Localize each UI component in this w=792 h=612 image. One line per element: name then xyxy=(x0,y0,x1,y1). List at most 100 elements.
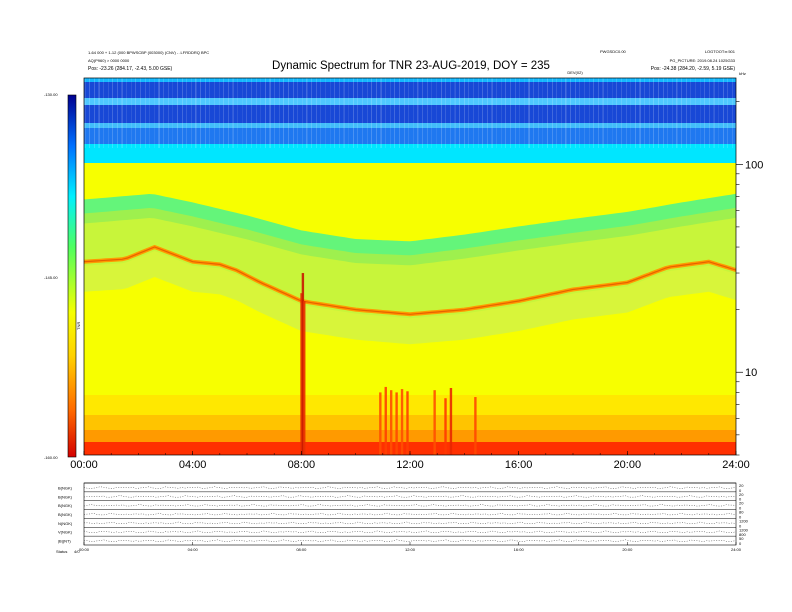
noise-streak xyxy=(681,78,682,148)
noise-streak xyxy=(94,78,95,148)
noise-streak xyxy=(593,78,594,148)
noise-streak xyxy=(283,78,284,148)
noise-streak xyxy=(274,78,275,148)
noise-streak xyxy=(626,78,627,148)
header-right-line-3: PG_PICTURE: 2019.08.24 1025G33 xyxy=(670,58,736,63)
noise-streak xyxy=(306,78,307,148)
corner-unit-label: kHz xyxy=(739,71,746,76)
radio-burst xyxy=(379,392,382,455)
parameter-x-tick-label: 24:00 xyxy=(731,547,742,552)
noise-streak xyxy=(195,78,196,148)
noise-streak xyxy=(362,78,363,148)
noise-streak xyxy=(214,78,215,148)
noise-streak xyxy=(232,78,233,148)
parameter-trace xyxy=(83,512,737,516)
radio-burst xyxy=(395,392,398,455)
noise-streak xyxy=(99,78,100,148)
noise-streak xyxy=(487,78,488,148)
noise-streak xyxy=(371,78,372,148)
parameter-row-tick-top: 50 xyxy=(739,536,744,541)
radio-burst xyxy=(301,273,305,455)
noise-streak xyxy=(529,78,530,148)
parameter-row-tick-top: 20 xyxy=(739,501,744,506)
parameter-row-tick-top: 1200 xyxy=(739,518,749,523)
noise-streak xyxy=(376,78,377,148)
noise-streak xyxy=(686,78,687,148)
noise-streak xyxy=(163,78,164,148)
noise-streak xyxy=(589,78,590,148)
parameter-row-label: V(NGK) xyxy=(58,530,73,535)
colorbar-tick-mid: -145.00 xyxy=(44,275,58,280)
noise-streak xyxy=(630,78,631,148)
noise-streak xyxy=(422,78,423,148)
noise-streak xyxy=(121,78,122,148)
band-red xyxy=(84,442,736,455)
noise-streak xyxy=(237,78,238,148)
noise-streak xyxy=(515,78,516,148)
noise-streak xyxy=(413,78,414,148)
noise-streak xyxy=(135,78,136,148)
noise-streak xyxy=(98,78,99,148)
parameter-x-tick-label: 12:00 xyxy=(405,547,416,552)
band-mid-blue xyxy=(84,128,736,144)
parameter-x-tick-label: 20:00 xyxy=(622,547,633,552)
noise-streak xyxy=(330,78,331,148)
x-tick-label: 04:00 xyxy=(179,459,207,471)
noise-streak xyxy=(505,78,506,148)
noise-streak xyxy=(348,78,349,148)
noise-streak xyxy=(436,78,437,148)
noise-streak xyxy=(704,78,705,148)
parameter-x-tick-label: 16:00 xyxy=(514,547,525,552)
noise-streak xyxy=(667,78,668,148)
noise-streak xyxy=(209,78,210,148)
noise-streak xyxy=(270,78,271,148)
noise-streak xyxy=(381,78,382,148)
header-right-line-1: PWGSDC0.00 xyxy=(600,49,627,54)
noise-streak xyxy=(399,78,400,148)
noise-streak xyxy=(621,78,622,148)
noise-streak xyxy=(695,78,696,148)
noise-streak xyxy=(223,78,224,148)
noise-streak xyxy=(168,78,169,148)
noise-streak xyxy=(644,78,645,148)
radio-burst xyxy=(384,386,387,455)
noise-streak xyxy=(417,78,418,148)
noise-streak xyxy=(478,78,479,148)
noise-streak xyxy=(565,78,566,148)
noise-streak xyxy=(473,78,474,148)
radio-burst xyxy=(449,387,453,455)
noise-streak xyxy=(441,78,442,148)
parameter-row-tick-top: 20 xyxy=(739,492,744,497)
noise-streak xyxy=(288,78,289,148)
noise-streak xyxy=(353,78,354,148)
noise-streak xyxy=(117,78,118,148)
parameter-row-tick-bottom: 0 xyxy=(739,488,742,493)
noise-streak xyxy=(251,78,252,148)
x-tick-label: 16:00 xyxy=(505,459,533,471)
spectrogram-x-axis: 00:00 04:00 08:00 12:00 16:00 20:00 24:00 xyxy=(70,451,750,471)
noise-streak xyxy=(404,78,405,148)
noise-streak xyxy=(260,78,261,148)
radio-burst xyxy=(400,389,404,455)
noise-streak xyxy=(89,78,90,148)
y-tick-label: 10 xyxy=(745,367,757,379)
parameter-trace xyxy=(83,539,737,542)
noise-streak xyxy=(482,78,483,148)
noise-streak xyxy=(380,78,381,148)
band-dark-blue-1 xyxy=(84,82,736,98)
parameter-row-tick-top: 80 xyxy=(739,510,744,515)
noise-streak xyxy=(612,78,613,148)
noise-streak xyxy=(293,78,294,148)
parameter-row-label: N(NGK) xyxy=(58,521,73,526)
parameter-row-tick-top: 1200 xyxy=(739,527,749,532)
spectrogram-y-axis: 100 10 xyxy=(736,101,763,456)
noise-streak xyxy=(676,78,677,148)
header-center-small: DEV(02) xyxy=(567,70,583,75)
x-tick-label: 24:00 xyxy=(722,459,750,471)
parameter-row-label: B(NGK) xyxy=(58,485,73,490)
noise-streak xyxy=(459,78,460,148)
noise-streak xyxy=(468,78,469,148)
noise-streak xyxy=(228,78,229,148)
colorbar-tick-top: -130.00 xyxy=(44,92,58,97)
noise-streak xyxy=(616,78,617,148)
